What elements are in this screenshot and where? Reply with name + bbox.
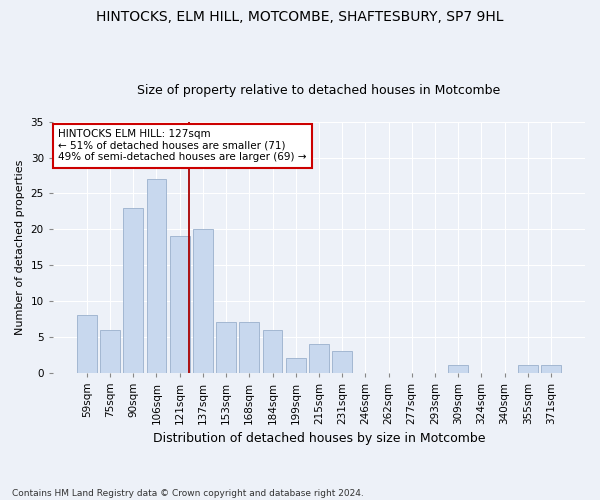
Bar — [170, 236, 190, 372]
Bar — [263, 330, 283, 372]
Text: HINTOCKS ELM HILL: 127sqm
← 51% of detached houses are smaller (71)
49% of semi-: HINTOCKS ELM HILL: 127sqm ← 51% of detac… — [58, 130, 307, 162]
Bar — [541, 366, 561, 372]
Bar — [448, 366, 468, 372]
Text: HINTOCKS, ELM HILL, MOTCOMBE, SHAFTESBURY, SP7 9HL: HINTOCKS, ELM HILL, MOTCOMBE, SHAFTESBUR… — [96, 10, 504, 24]
Bar — [193, 229, 213, 372]
Bar — [124, 208, 143, 372]
Y-axis label: Number of detached properties: Number of detached properties — [15, 160, 25, 335]
Bar — [309, 344, 329, 372]
Title: Size of property relative to detached houses in Motcombe: Size of property relative to detached ho… — [137, 84, 500, 97]
Text: Contains HM Land Registry data © Crown copyright and database right 2024.: Contains HM Land Registry data © Crown c… — [12, 488, 364, 498]
Bar — [332, 351, 352, 372]
Bar — [216, 322, 236, 372]
Bar — [286, 358, 305, 372]
Bar — [100, 330, 120, 372]
Bar — [239, 322, 259, 372]
X-axis label: Distribution of detached houses by size in Motcombe: Distribution of detached houses by size … — [152, 432, 485, 445]
Bar — [77, 315, 97, 372]
Bar — [518, 366, 538, 372]
Bar — [146, 179, 166, 372]
